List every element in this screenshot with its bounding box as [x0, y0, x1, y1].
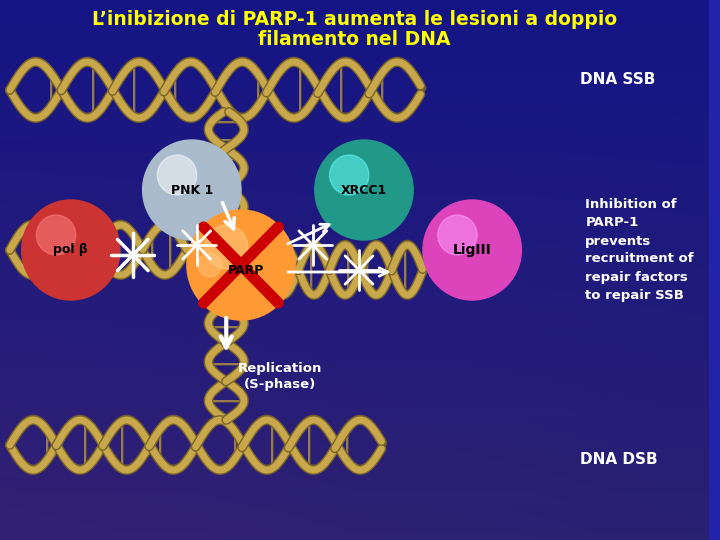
Text: LigIII: LigIII — [453, 243, 492, 257]
Text: filamento nel DNA: filamento nel DNA — [258, 30, 451, 49]
Text: DNA SSB: DNA SSB — [580, 72, 656, 87]
Text: Replication
(S-phase): Replication (S-phase) — [238, 362, 323, 391]
Circle shape — [143, 140, 241, 240]
Circle shape — [315, 140, 413, 240]
Circle shape — [438, 215, 477, 255]
Text: PARP: PARP — [228, 264, 264, 276]
Circle shape — [192, 247, 247, 303]
Circle shape — [423, 200, 521, 300]
Circle shape — [198, 253, 221, 277]
Circle shape — [37, 215, 76, 255]
Text: DNA DSB: DNA DSB — [580, 453, 658, 468]
Text: Inhibition of
PARP-1
prevents
recruitment of
repair factors
to repair SSB: Inhibition of PARP-1 prevents recruitmen… — [585, 199, 694, 301]
Text: L’inibizione di PARP-1 aumenta le lesioni a doppio: L’inibizione di PARP-1 aumenta le lesion… — [91, 10, 617, 29]
Text: XRCC1: XRCC1 — [341, 184, 387, 197]
Circle shape — [158, 155, 197, 195]
Text: PNK 1: PNK 1 — [171, 184, 213, 197]
Circle shape — [22, 200, 120, 300]
Circle shape — [330, 155, 369, 195]
Circle shape — [204, 225, 248, 269]
Text: pol β: pol β — [53, 244, 89, 256]
Circle shape — [187, 210, 295, 320]
